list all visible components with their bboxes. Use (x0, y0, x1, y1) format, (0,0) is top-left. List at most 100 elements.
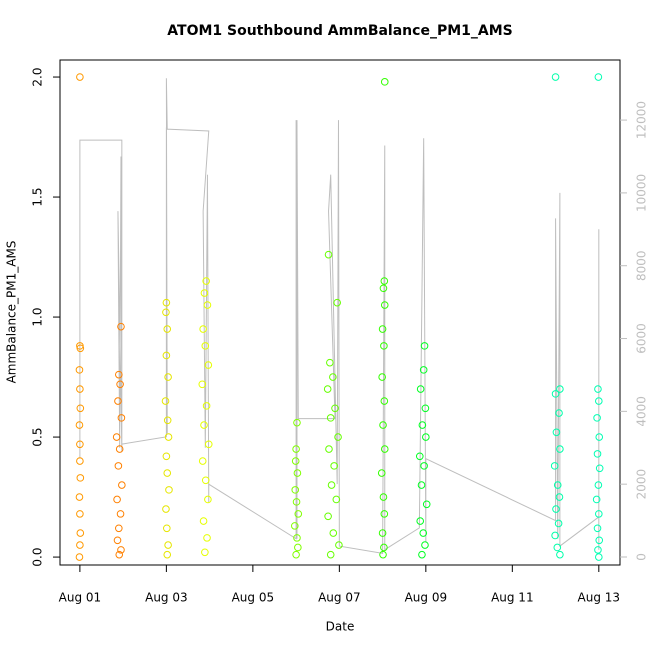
point (554, 519, 563, 528)
point (592, 495, 601, 504)
point (293, 418, 301, 427)
plot-box (59, 59, 621, 566)
point (553, 543, 562, 552)
point (552, 505, 560, 513)
point (75, 553, 84, 561)
point (595, 536, 604, 545)
point (378, 373, 386, 381)
point (75, 493, 84, 501)
point (76, 440, 84, 449)
point (420, 342, 429, 350)
point (594, 481, 603, 489)
point (419, 366, 428, 374)
point (76, 457, 84, 465)
y2-tick-label: 10000 (635, 174, 649, 212)
point (380, 342, 388, 350)
point (415, 452, 424, 461)
point (379, 284, 388, 293)
point (326, 414, 335, 422)
point (116, 510, 125, 518)
point (202, 402, 211, 410)
point (593, 414, 601, 422)
point (113, 536, 122, 545)
point (115, 550, 124, 559)
point (112, 433, 121, 441)
point (199, 517, 208, 525)
point (164, 541, 172, 549)
y2-tick-label: 12000 (635, 101, 649, 139)
point (377, 469, 386, 477)
point (117, 414, 126, 422)
point (419, 529, 428, 537)
point (202, 277, 210, 285)
point (291, 522, 299, 530)
point (378, 325, 387, 333)
point (594, 385, 602, 393)
point (200, 421, 208, 429)
point (164, 433, 173, 441)
point (115, 445, 124, 453)
point (291, 486, 300, 494)
point (594, 73, 603, 81)
point (418, 421, 427, 429)
point (200, 289, 209, 297)
y2-tick-label: 8000 (635, 250, 649, 281)
chart-title: ATOM1 Southbound AmmBalance_PM1_AMS (167, 23, 512, 39)
x-tick-label: Aug 09 (405, 591, 448, 605)
point (76, 529, 85, 537)
point (416, 517, 425, 525)
point (293, 469, 302, 477)
point (291, 457, 300, 465)
x-tick-label: Aug 07 (318, 591, 361, 605)
point (379, 421, 387, 429)
x-axis-label: Date (326, 620, 355, 634)
point (198, 380, 207, 389)
point (417, 481, 426, 489)
point (329, 373, 337, 381)
point (324, 250, 333, 259)
x-tick-label: Aug 05 (232, 591, 275, 605)
x-tick-label: Aug 13 (578, 591, 621, 605)
point (163, 550, 172, 559)
point (556, 445, 564, 453)
point (595, 433, 604, 441)
point (380, 397, 389, 405)
point (203, 534, 211, 542)
point (421, 541, 429, 549)
y-tick-label: 1.0 (31, 308, 45, 327)
point (329, 529, 338, 537)
point (595, 464, 604, 473)
point (201, 342, 210, 350)
x-tick-label: Aug 03 (145, 591, 188, 605)
point (163, 325, 172, 333)
point (555, 493, 564, 501)
y2-tick-label: 4000 (635, 396, 649, 427)
point (335, 541, 343, 549)
point (163, 416, 172, 425)
point (114, 397, 122, 405)
point (379, 550, 387, 559)
x-tick-label: Aug 11 (491, 591, 534, 605)
point (162, 505, 170, 513)
point (204, 361, 213, 369)
point (595, 510, 603, 518)
point (550, 462, 559, 470)
point (76, 541, 84, 549)
point (379, 493, 388, 501)
line (79, 78, 600, 554)
point (199, 325, 207, 333)
point (75, 421, 84, 429)
point (115, 524, 123, 533)
point (422, 500, 431, 509)
point (326, 550, 335, 559)
point (162, 351, 171, 360)
point (118, 481, 126, 489)
point (201, 548, 209, 557)
point (422, 433, 430, 441)
point (203, 301, 212, 309)
point (198, 457, 207, 465)
point (333, 298, 341, 307)
point (327, 481, 336, 489)
point (115, 370, 123, 379)
